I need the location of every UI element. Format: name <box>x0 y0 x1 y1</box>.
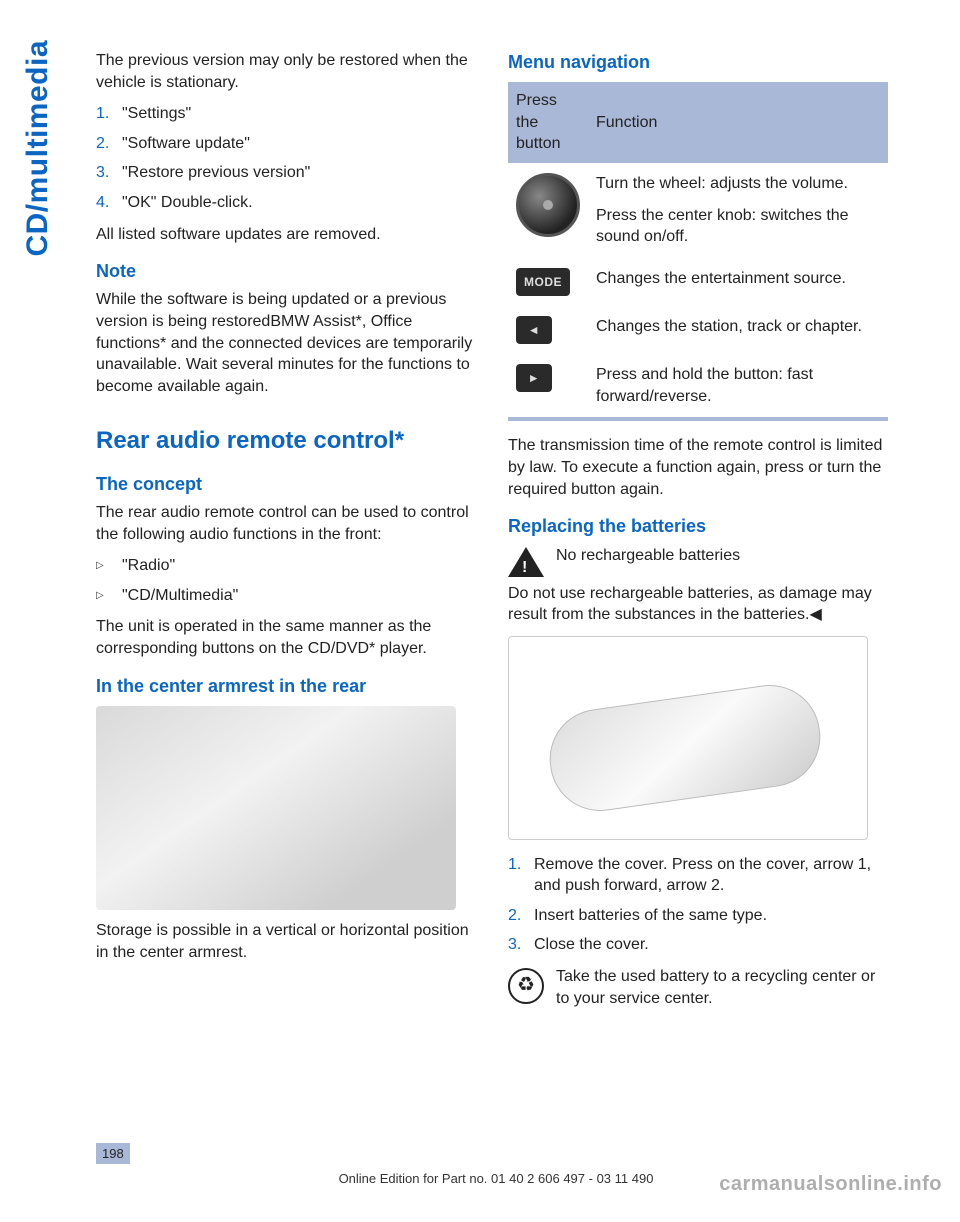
list-item: 3.Close the cover. <box>508 934 888 956</box>
watermark: carmanualsonline.info <box>719 1171 942 1198</box>
prev-button-icon: ◄ <box>516 316 552 344</box>
next-button-icon: ► <box>516 364 552 392</box>
replace-batteries-heading: Replacing the batteries <box>508 514 888 538</box>
function-cell: Changes the entertainment source. <box>588 258 888 306</box>
warning-block: No rechargeable batteries <box>508 545 888 577</box>
function-cell: Turn the wheel: adjusts the volume. Pres… <box>588 163 888 258</box>
list-text: "Radio" <box>122 555 175 577</box>
armrest-image <box>96 706 456 910</box>
intro-text: The previous version may only be restore… <box>96 50 476 93</box>
step-text: "Restore previous version" <box>122 162 310 184</box>
list-item: ▷"Radio" <box>96 555 476 577</box>
after-steps-text: All listed software updates are removed. <box>96 224 476 246</box>
menu-nav-heading: Menu navigation <box>508 50 888 74</box>
note-heading: Note <box>96 259 476 283</box>
step-text: Remove the cover. Press on the cover, ar… <box>534 854 888 897</box>
step-number: 2. <box>508 905 534 927</box>
recycle-text: Take the used battery to a recycling cen… <box>556 966 888 1009</box>
step-number: 1. <box>96 103 122 125</box>
function-text: Press the center knob: switches the soun… <box>596 205 880 248</box>
table-header: Function <box>588 82 888 163</box>
list-item: 3."Restore previous version" <box>96 162 476 184</box>
volume-knob-icon <box>516 173 580 237</box>
button-cell <box>508 163 588 258</box>
step-number: 4. <box>96 192 122 214</box>
list-item: 1."Settings" <box>96 103 476 125</box>
bullet-icon: ▷ <box>96 585 122 607</box>
warning-body: Do not use rechargeable batteries, as da… <box>508 583 888 626</box>
function-cell: Press and hold the button: fast forward/… <box>588 354 888 417</box>
step-text: "Settings" <box>122 103 191 125</box>
function-cell: Changes the station, track or chapter. <box>588 306 888 354</box>
side-tab: CD/multimedia <box>18 40 59 257</box>
step-number: 1. <box>508 854 534 897</box>
table-row: ◄ Changes the station, track or chapter. <box>508 306 888 354</box>
note-body: While the software is being updated or a… <box>96 289 476 397</box>
warning-text-block: No rechargeable batteries <box>556 545 740 577</box>
button-cell: ► <box>508 354 588 417</box>
table-row: ► Press and hold the button: fast forwar… <box>508 354 888 417</box>
function-text: Turn the wheel: adjusts the volume. <box>596 173 880 195</box>
replace-steps-list: 1.Remove the cover. Press on the cover, … <box>508 854 888 956</box>
table-header-row: Press the button Function <box>508 82 888 163</box>
warning-icon <box>508 547 544 577</box>
section-heading: Rear audio remote control* <box>96 425 476 457</box>
bullet-icon: ▷ <box>96 555 122 577</box>
armrest-heading: In the center armrest in the rear <box>96 674 476 698</box>
list-item: 2."Software update" <box>96 133 476 155</box>
restore-steps-list: 1."Settings" 2."Software update" 3."Rest… <box>96 103 476 213</box>
mode-button-icon: MODE <box>516 268 570 296</box>
concept-intro: The rear audio remote control can be use… <box>96 502 476 545</box>
table-header: Press the button <box>508 82 588 163</box>
step-number: 3. <box>508 934 534 956</box>
warning-title: No rechargeable batteries <box>556 545 740 567</box>
concept-heading: The concept <box>96 472 476 496</box>
step-text: Insert batteries of the same type. <box>534 905 767 927</box>
table-row: Turn the wheel: adjusts the volume. Pres… <box>508 163 888 258</box>
step-text: Close the cover. <box>534 934 649 956</box>
concept-list: ▷"Radio" ▷"CD/Multimedia" <box>96 555 476 606</box>
list-item: 2.Insert batteries of the same type. <box>508 905 888 927</box>
step-text: "Software update" <box>122 133 250 155</box>
after-table-text: The transmission time of the remote cont… <box>508 435 888 500</box>
list-item: 1.Remove the cover. Press on the cover, … <box>508 854 888 897</box>
page-number: 198 <box>96 1143 130 1165</box>
table-row: MODE Changes the entertainment source. <box>508 258 888 306</box>
table-bottom-border <box>508 417 888 419</box>
recycle-icon <box>508 968 544 1004</box>
armrest-caption: Storage is possible in a vertical or hor… <box>96 920 476 963</box>
list-item: 4."OK" Double-click. <box>96 192 476 214</box>
step-number: 3. <box>96 162 122 184</box>
step-number: 2. <box>96 133 122 155</box>
list-item: ▷"CD/Multimedia" <box>96 585 476 607</box>
page-body: The previous version may only be restore… <box>96 50 896 1009</box>
button-cell: MODE <box>508 258 588 306</box>
button-cell: ◄ <box>508 306 588 354</box>
remote-battery-image <box>508 636 868 840</box>
recycle-block: Take the used battery to a recycling cen… <box>508 966 888 1009</box>
right-column: Menu navigation Press the button Functio… <box>508 50 888 1009</box>
concept-after: The unit is operated in the same manner … <box>96 616 476 659</box>
list-text: "CD/Multimedia" <box>122 585 238 607</box>
step-text: "OK" Double-click. <box>122 192 253 214</box>
button-function-table: Press the button Function Turn the wheel… <box>508 82 888 421</box>
left-column: The previous version may only be restore… <box>96 50 476 1009</box>
